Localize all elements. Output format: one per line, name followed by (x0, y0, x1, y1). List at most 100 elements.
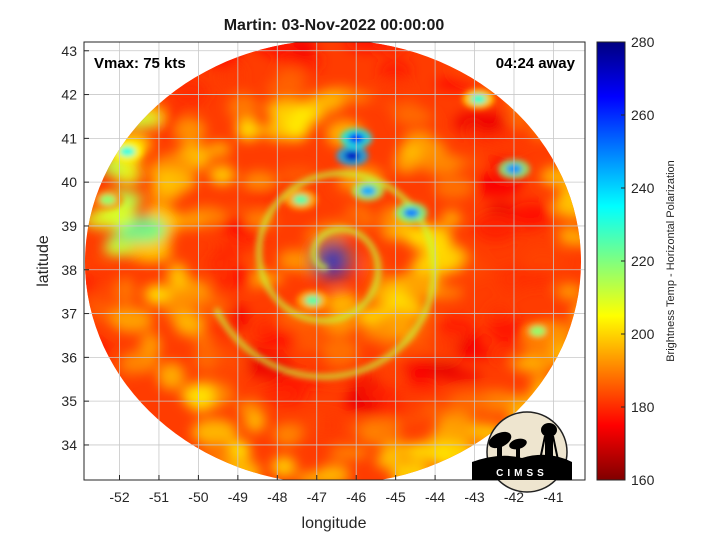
x-tick-label: -46 (346, 489, 366, 505)
swath-texture-cell (492, 347, 513, 363)
swath-texture-cell (433, 174, 475, 200)
swath-texture-cell (474, 112, 507, 133)
swath-texture-cell (259, 333, 297, 351)
swath-texture-cell (357, 306, 384, 327)
y-tick-label: 38 (61, 262, 77, 278)
swath-texture-cell (393, 108, 432, 124)
colorbar-tick-label: 260 (631, 107, 655, 123)
x-tick-label: -41 (543, 489, 563, 505)
satellite-dish-icon (488, 431, 527, 459)
convective-cell (99, 194, 116, 205)
x-tick-label: -47 (307, 489, 327, 505)
swath-texture-cell (402, 354, 434, 381)
swath-texture-cell (378, 77, 411, 104)
logo-ground (472, 454, 572, 480)
swath-texture-cell (271, 456, 297, 478)
colorbar-tick-label: 220 (631, 253, 655, 269)
swath-texture-cell (85, 271, 98, 295)
swath-texture-cell (156, 152, 193, 173)
y-tick-labels: 34 35 36 37 38 39 40 41 42 43 (61, 43, 89, 453)
swath-texture-cell (438, 411, 474, 438)
x-tick-label: -48 (267, 489, 287, 505)
swath-texture-cell (434, 78, 477, 91)
swath-texture-cell (115, 276, 136, 306)
swath-texture-cell (394, 152, 421, 165)
swath-texture-cell (292, 42, 315, 59)
swath-texture-cell (227, 93, 259, 122)
swath-texture-cell (557, 226, 581, 240)
swath-texture-cell (247, 356, 293, 380)
swath-texture-cell (237, 400, 260, 417)
swath-texture-cell (453, 256, 489, 281)
swath-texture-cell (157, 362, 185, 390)
swath-texture-cell (263, 42, 296, 59)
swath-texture-cell (518, 270, 553, 288)
convective-cell (119, 146, 136, 157)
swath-texture-cell (487, 318, 525, 338)
swath-texture-cell (174, 116, 206, 144)
swath-texture-cell (85, 210, 126, 230)
y-tick-label: 40 (61, 174, 77, 190)
x-tick-labels: -52 -51 -50 -49 -48 -47 -46 -45 -44 -43 -42 -41 (109, 475, 564, 505)
convective-cell (360, 185, 377, 196)
swath-texture-cell (521, 246, 565, 276)
y-tick-label: 43 (61, 43, 77, 59)
swath-texture-cell (378, 206, 399, 235)
swath-texture-cell (266, 79, 306, 100)
colorbar-tick-label: 240 (631, 180, 655, 196)
y-axis-label: latitude (35, 235, 52, 287)
swath-texture-cell (119, 215, 167, 244)
x-tick-label: -44 (425, 489, 445, 505)
swath-texture-cell (144, 284, 171, 305)
swath-texture-cell (344, 42, 391, 52)
swath-texture-cell (440, 210, 462, 227)
swath-texture-cell (379, 363, 408, 384)
swath-texture-cell (378, 59, 412, 81)
swath-texture-cell (409, 440, 454, 462)
colorbar-tick-label: 160 (631, 472, 655, 488)
x-axis-label: longitude (302, 515, 367, 532)
swath-texture-cell (110, 307, 154, 333)
swath-texture-cell (429, 252, 463, 273)
swath-texture-cell (119, 351, 159, 374)
swath-texture-cell (152, 169, 197, 193)
swath-texture-cell (437, 369, 482, 383)
swath-texture-cell (292, 326, 324, 354)
y-tick-label: 34 (61, 437, 77, 453)
time-away-annotation: 04:24 away (496, 55, 576, 72)
convective-cell (292, 194, 309, 205)
convective-cell (403, 207, 420, 218)
colorbar-tick-label: 280 (631, 34, 655, 50)
swath-texture-cell (272, 423, 303, 447)
swath-texture-cell (380, 415, 402, 444)
x-tick-label: -49 (228, 489, 248, 505)
x-tick-label: -52 (109, 489, 129, 505)
swath-texture-cell (209, 165, 235, 185)
chart-title: Martin: 03-Nov-2022 00:00:00 (224, 17, 445, 34)
swath-texture-cell (388, 337, 435, 359)
swath-texture-cell (321, 336, 359, 367)
cimss-logo: CIMSS (472, 411, 572, 493)
x-tick-label: -51 (149, 489, 169, 505)
y-tick-label: 41 (61, 130, 77, 146)
x-tick-label: -43 (464, 489, 484, 505)
swath-texture-cell (286, 112, 311, 139)
colorbar-ticks: 160 180 200 220 240 260 280 (621, 34, 655, 488)
swath-texture-cell (102, 243, 136, 257)
swath-texture-cell (305, 91, 345, 113)
swath-texture-cell (184, 386, 222, 407)
y-tick-label: 37 (61, 306, 77, 322)
water-tower-icon (539, 423, 559, 461)
swath-texture-cell (167, 262, 188, 289)
axes-frame (83, 41, 586, 481)
swath-texture-cell (128, 244, 173, 263)
swath-texture-cell (509, 201, 552, 227)
y-tick-label: 36 (61, 349, 77, 365)
swath-texture-cell (208, 142, 231, 157)
swath-texture-cell (325, 291, 360, 317)
swath-texture-cell (375, 453, 400, 469)
swath-texture-cell (418, 152, 462, 175)
swath-texture-cell (555, 283, 581, 300)
convective-cell (470, 93, 487, 104)
